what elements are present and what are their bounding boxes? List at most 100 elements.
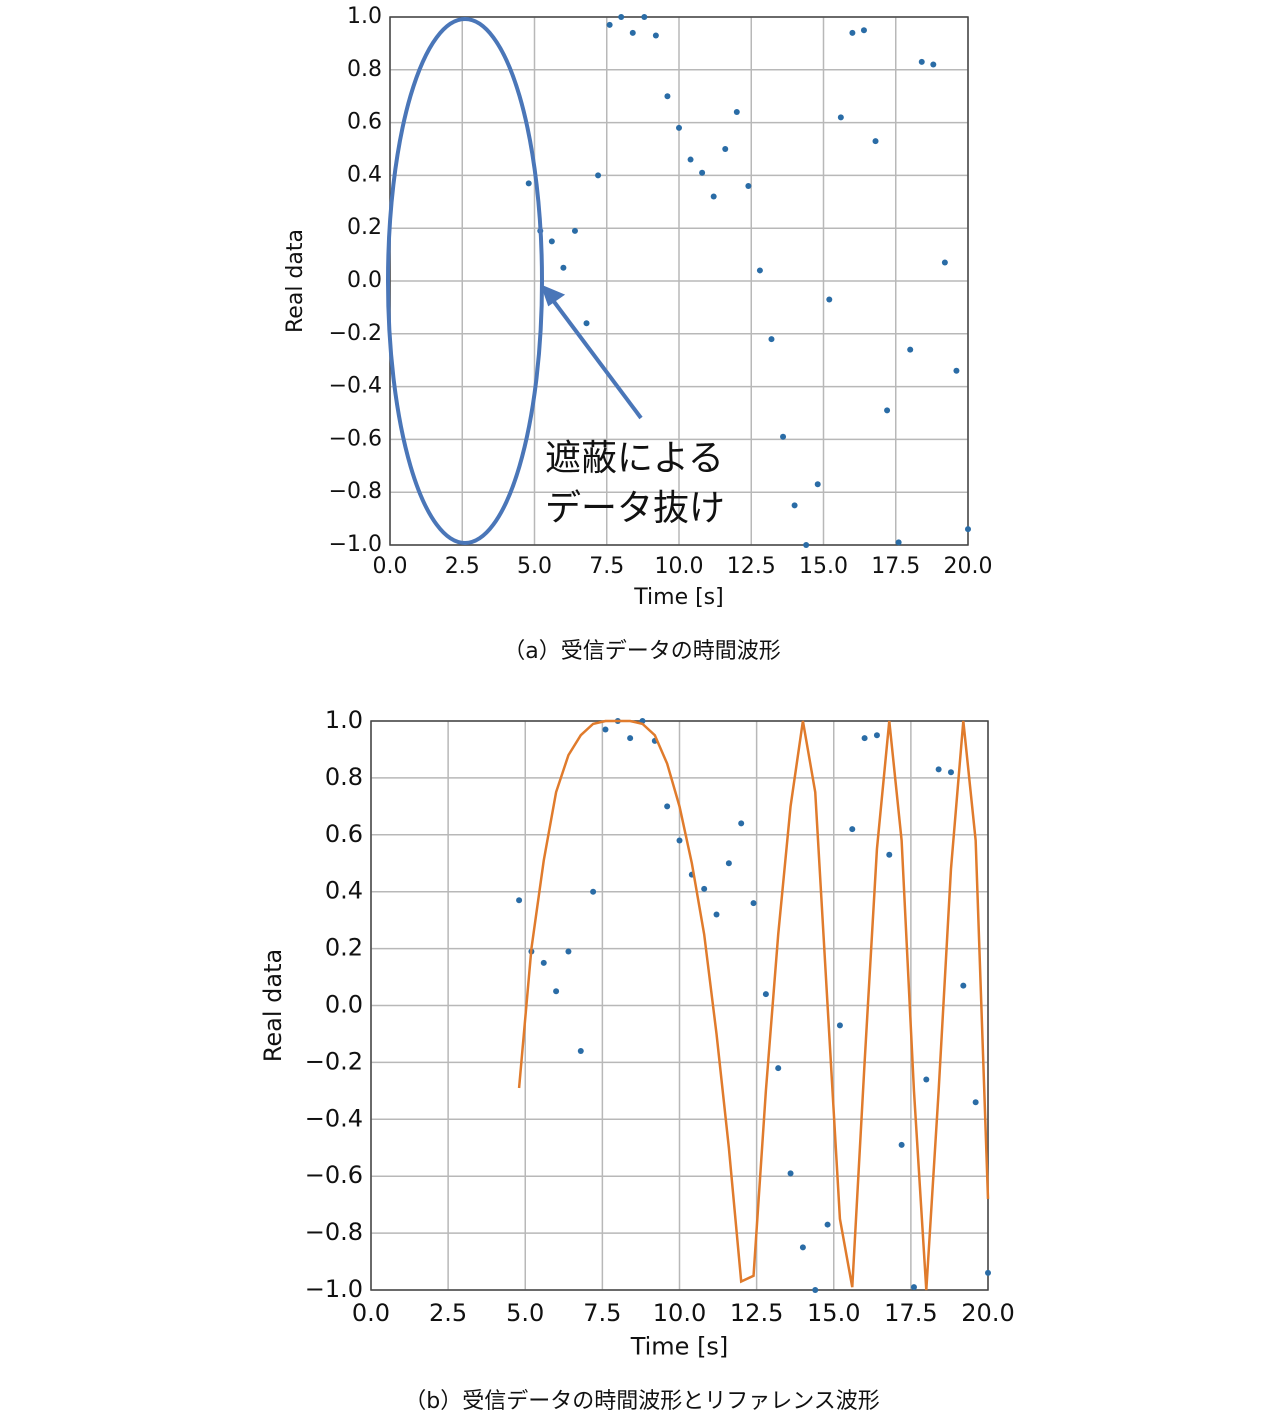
data-point: [780, 433, 787, 440]
data-point: [577, 1048, 584, 1055]
x-tick-label: 5.0: [517, 554, 552, 579]
y-tick-label: −0.4: [305, 1104, 363, 1132]
x-tick-label: 0.0: [373, 554, 408, 579]
x-tick-label: 5.0: [506, 1299, 544, 1327]
y-tick-label: 0.6: [347, 110, 382, 135]
y-tick-label: 0.6: [325, 820, 363, 848]
data-point: [837, 114, 844, 121]
data-point: [826, 296, 833, 303]
x-tick-label: 17.5: [871, 554, 920, 579]
data-point: [849, 29, 856, 36]
data-point: [768, 336, 775, 343]
data-point: [560, 264, 567, 271]
data-point: [553, 988, 560, 995]
data-point: [849, 826, 856, 833]
data-point: [525, 180, 532, 187]
y-tick-label: −1.0: [329, 532, 382, 557]
data-point: [565, 948, 572, 955]
data-point: [548, 238, 555, 245]
data-point: [861, 735, 868, 742]
data-point: [972, 1099, 979, 1106]
y-tick-label: −0.2: [329, 321, 382, 346]
data-point: [898, 1141, 905, 1148]
data-point: [884, 407, 891, 414]
data-point: [960, 982, 967, 989]
annotation-text: データ抜け: [545, 488, 725, 529]
y-tick-label: 1.0: [325, 706, 363, 734]
data-point: [814, 481, 821, 488]
data-point: [676, 124, 682, 131]
data-point: [664, 803, 671, 810]
data-point: [756, 267, 763, 274]
data-point: [738, 820, 745, 827]
data-point: [676, 837, 683, 844]
occlusion-ellipse: [386, 17, 544, 545]
data-point: [745, 182, 752, 189]
x-axis-label: Time [s]: [633, 585, 723, 610]
plot-frame: [370, 720, 989, 1291]
data-point: [699, 169, 706, 176]
data-point: [641, 14, 648, 20]
data-point: [860, 27, 867, 34]
data-point: [725, 860, 732, 867]
y-tick-label: 0.0: [347, 268, 382, 293]
data-point: [947, 769, 954, 776]
data-point: [775, 1065, 782, 1072]
data-point: [664, 93, 671, 100]
data-point: [985, 1269, 991, 1276]
data-point: [803, 542, 810, 548]
y-tick-label: 0.4: [347, 162, 382, 187]
y-tick-label: 0.2: [325, 934, 363, 962]
data-point: [762, 991, 769, 998]
caption: （b）受信データの時間波形とリファレンス波形: [404, 1389, 880, 1414]
data-point: [886, 851, 893, 858]
data-point: [629, 29, 636, 36]
data-point: [687, 156, 694, 163]
data-point: [965, 526, 971, 533]
data-point: [710, 193, 717, 200]
data-point: [930, 61, 937, 68]
y-tick-label: 0.8: [347, 57, 382, 82]
x-tick-label: 2.5: [445, 554, 480, 579]
y-tick-label: 0.8: [325, 763, 363, 791]
data-point: [923, 1076, 930, 1083]
data-point: [935, 766, 942, 773]
y-tick-label: 0.0: [325, 991, 363, 1019]
x-tick-label: 20.0: [944, 554, 993, 579]
x-tick-label: 15.0: [807, 1299, 860, 1327]
data-point: [516, 897, 523, 904]
data-point: [799, 1244, 806, 1251]
data-point: [713, 911, 720, 918]
x-tick-label: 7.5: [589, 554, 624, 579]
data-point: [787, 1170, 794, 1177]
y-tick-label: −0.8: [305, 1218, 363, 1246]
x-tick-label: 10.0: [653, 1299, 706, 1327]
x-tick-label: 12.5: [730, 1299, 783, 1327]
data-point: [824, 1221, 831, 1228]
x-tick-label: 7.5: [583, 1299, 621, 1327]
reference-line: [517, 719, 990, 1291]
data-point: [907, 346, 914, 353]
data-point: [941, 259, 948, 266]
x-tick-label: 17.5: [884, 1299, 937, 1327]
data-point: [953, 367, 960, 374]
data-point: [606, 21, 613, 28]
data-point: [873, 732, 880, 739]
data-point: [540, 959, 547, 966]
y-tick-label: 1.0: [347, 4, 382, 29]
data-point: [872, 138, 879, 145]
y-tick-label: −0.2: [305, 1047, 363, 1075]
x-tick-label: 2.5: [429, 1299, 467, 1327]
data-point: [750, 900, 757, 907]
data-point: [836, 1022, 843, 1029]
x-tick-label: 15.0: [799, 554, 848, 579]
annotation-arrow: [550, 297, 643, 420]
x-tick-label: 0.0: [352, 1299, 390, 1327]
y-axis-label: Real data: [283, 229, 308, 333]
data-point: [791, 502, 798, 509]
data-point: [722, 146, 729, 152]
annotation-text: 遮蔽による: [545, 438, 724, 479]
caption: （a）受信データの時間波形: [503, 639, 780, 664]
x-axis-label: Time [s]: [630, 1333, 729, 1361]
data-point: [812, 1287, 819, 1293]
